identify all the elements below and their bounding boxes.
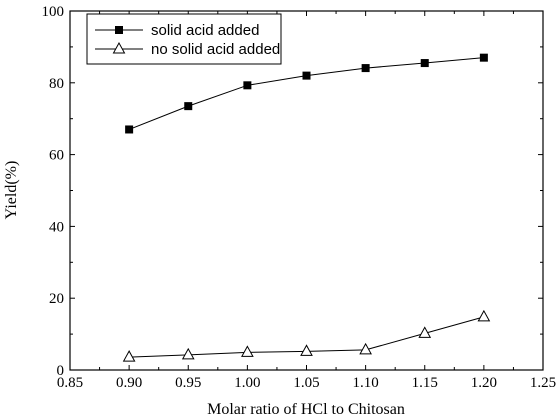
data-point-triangle [112, 41, 126, 54]
data-point-square [243, 81, 252, 90]
data-point-square [420, 59, 429, 68]
x-tick-label: 1.10 [353, 375, 379, 391]
data-point-square [115, 26, 123, 34]
x-tick-label: 0.95 [175, 375, 201, 391]
series-2 [122, 309, 491, 362]
plot-area [69, 10, 544, 371]
x-tick-label: 0.90 [116, 375, 142, 391]
data-point-square [184, 102, 193, 111]
data-point-square [479, 53, 488, 62]
legend-label: solid acid added [151, 22, 259, 39]
x-tick-label: 1.00 [234, 375, 260, 391]
data-point-triangle [241, 345, 254, 357]
legend: solid acid added no solid acid added [86, 13, 282, 65]
data-point-square [361, 64, 370, 73]
data-point-triangle [300, 344, 313, 356]
y-tick-label: 40 [49, 219, 64, 235]
data-point-triangle [418, 326, 432, 338]
x-axis-title: Molar ratio of HCl to Chitosan [207, 401, 405, 418]
x-tick-label: 1.25 [530, 375, 556, 391]
series-layer [122, 53, 491, 362]
data-point-square [302, 71, 311, 80]
y-tick-label: 0 [57, 363, 65, 379]
y-tick-label: 20 [49, 291, 64, 307]
y-tick-label: 60 [49, 148, 64, 164]
data-point-triangle [181, 347, 195, 360]
plot-border [69, 10, 544, 371]
data-point-triangle [477, 309, 491, 322]
data-point-triangle [359, 342, 372, 355]
x-tick-label: 1.15 [412, 375, 438, 391]
series-line [128, 57, 484, 130]
legend-box [86, 13, 282, 65]
x-tick-label: 1.20 [471, 375, 497, 391]
x-tick-label: 1.05 [293, 375, 319, 391]
y-tick-label: 100 [42, 4, 65, 20]
legend-label: no solid acid added [151, 41, 280, 58]
y-tick-label: 80 [49, 76, 64, 92]
y-axis-title: Yield(%) [3, 161, 20, 220]
data-point-square [125, 125, 134, 134]
x-axis: 0.85 0.90 0.95 1.00 1.05 1.10 1.15 1.20 1.25 [57, 11, 556, 391]
data-point-triangle [122, 350, 136, 362]
y-axis: 0 20 40 60 80 100 [42, 4, 543, 379]
series-1 [125, 53, 488, 134]
x-tick-label: 0.85 [57, 375, 83, 391]
